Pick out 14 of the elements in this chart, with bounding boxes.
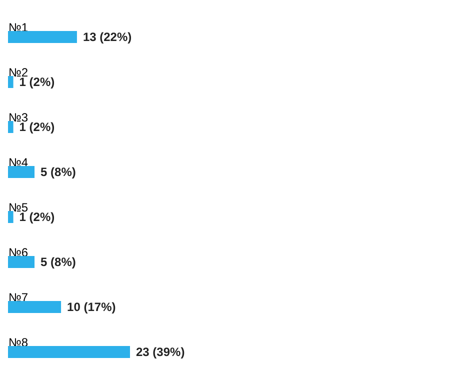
bar: [8, 211, 14, 223]
data-label: 23 (39%): [136, 345, 185, 359]
data-label: 1 (2%): [19, 75, 55, 89]
bar: [8, 166, 35, 178]
data-label: 13 (22%): [82, 30, 132, 44]
data-label: 5 (8%): [40, 165, 76, 179]
data-label: 5 (8%): [40, 255, 76, 269]
bar: [8, 31, 77, 43]
bar: [8, 76, 14, 88]
bar: [8, 256, 35, 268]
bar: [8, 121, 14, 133]
data-label: 10 (17%): [67, 300, 116, 314]
bar: [8, 346, 130, 358]
bar: [8, 301, 62, 313]
